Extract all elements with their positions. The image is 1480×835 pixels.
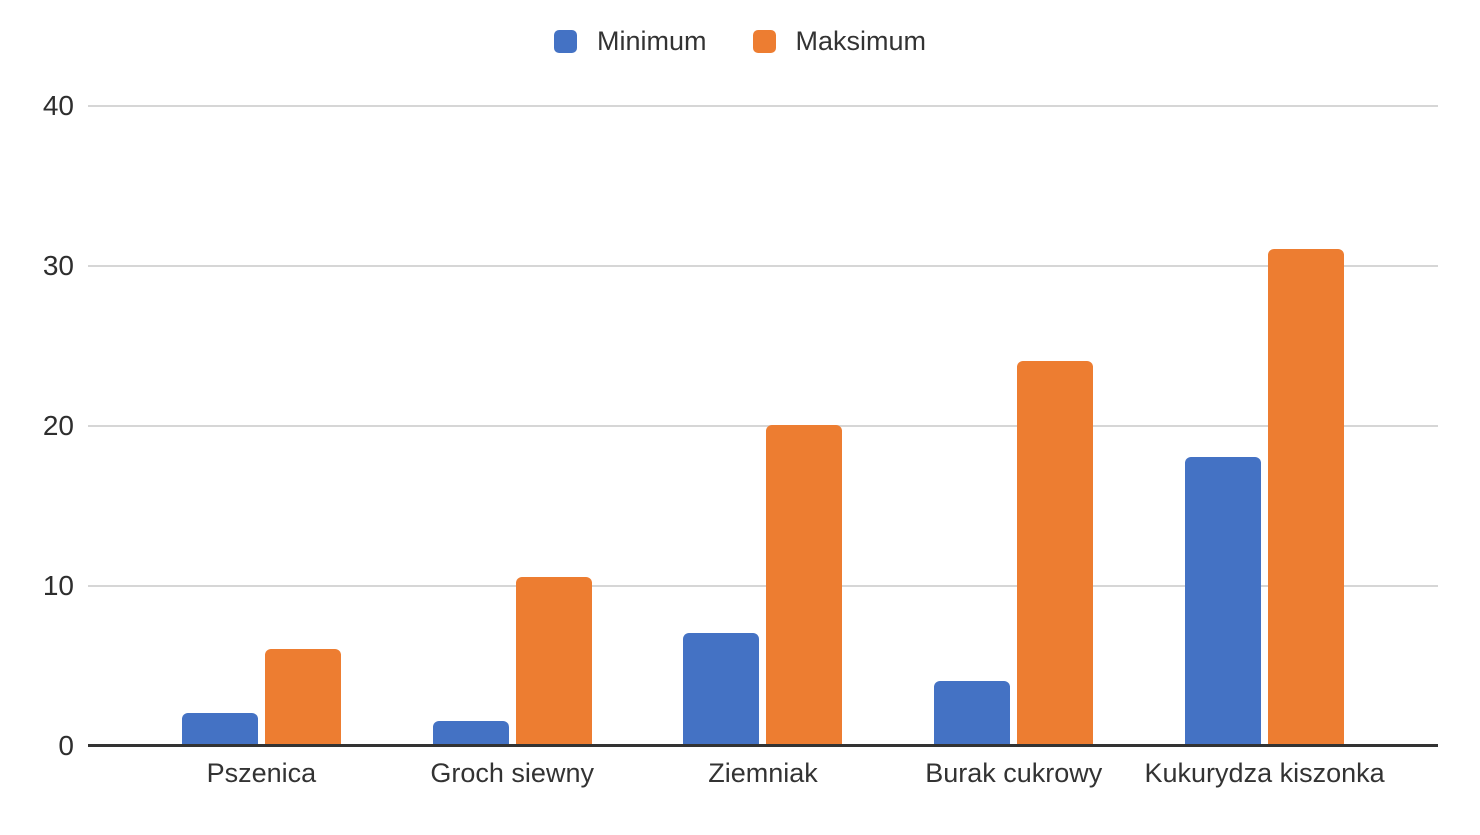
bar-minimum-groch-siewny <box>432 721 509 745</box>
bar-minimum-ziemniak <box>683 633 760 745</box>
y-axis-tick-label: 0 <box>58 730 74 761</box>
chart-legend: Minimum Maksimum <box>0 26 1480 57</box>
bar-maksimum-groch-siewny <box>515 577 592 745</box>
y-axis-tick-label: 10 <box>42 570 74 601</box>
bar-group-groch-siewny <box>387 577 638 745</box>
legend-item-maksimum: Maksimum <box>752 26 927 57</box>
legend-label-maksimum: Maksimum <box>795 26 927 56</box>
bar-minimum-pszenica <box>181 713 258 745</box>
x-axis-label-burak-cukrowy: Burak cukrowy <box>925 758 1103 788</box>
bars-row <box>88 249 1438 745</box>
bar-group-pszenica <box>136 649 387 745</box>
y-axis-tick-label: 30 <box>42 250 74 281</box>
bar-minimum-kukurydza-kiszonka <box>1185 457 1262 745</box>
legend-swatch-minimum <box>553 30 577 53</box>
gridline <box>88 425 1438 427</box>
x-axis-label-ziemniak: Ziemniak <box>708 758 818 788</box>
x-axis-line <box>88 744 1438 747</box>
y-axis-tick-label: 40 <box>42 90 74 121</box>
x-axis-labels: Pszenica Groch siewny Ziemniak Burak cukrow… <box>88 758 1438 789</box>
bar-group-kukurydza-kiszonka <box>1139 249 1390 745</box>
bar-maksimum-burak-cukrowy <box>1017 361 1094 745</box>
bar-group-burak-cukrowy <box>888 361 1139 745</box>
gridline <box>88 265 1438 267</box>
bar-maksimum-pszenica <box>264 649 341 745</box>
bar-maksimum-ziemniak <box>766 425 843 745</box>
legend-label-minimum: Minimum <box>596 26 707 56</box>
legend-swatch-maksimum <box>752 30 776 53</box>
bar-group-ziemniak <box>638 425 889 745</box>
gridline <box>88 585 1438 587</box>
bar-minimum-burak-cukrowy <box>934 681 1011 745</box>
x-axis-label-kukurydza-kiszonka: Kukurydza kiszonka <box>1144 758 1385 788</box>
gridline <box>88 105 1438 107</box>
y-axis-tick-label: 20 <box>42 410 74 441</box>
bar-maksimum-kukurydza-kiszonka <box>1268 249 1345 745</box>
x-axis-label-groch-siewny: Groch siewny <box>430 758 594 788</box>
plot-area: Pszenica Groch siewny Ziemniak Burak cukrow… <box>43 91 1438 788</box>
legend-item-minimum: Minimum <box>553 26 707 57</box>
x-axis-label-pszenica: Pszenica <box>206 758 317 788</box>
